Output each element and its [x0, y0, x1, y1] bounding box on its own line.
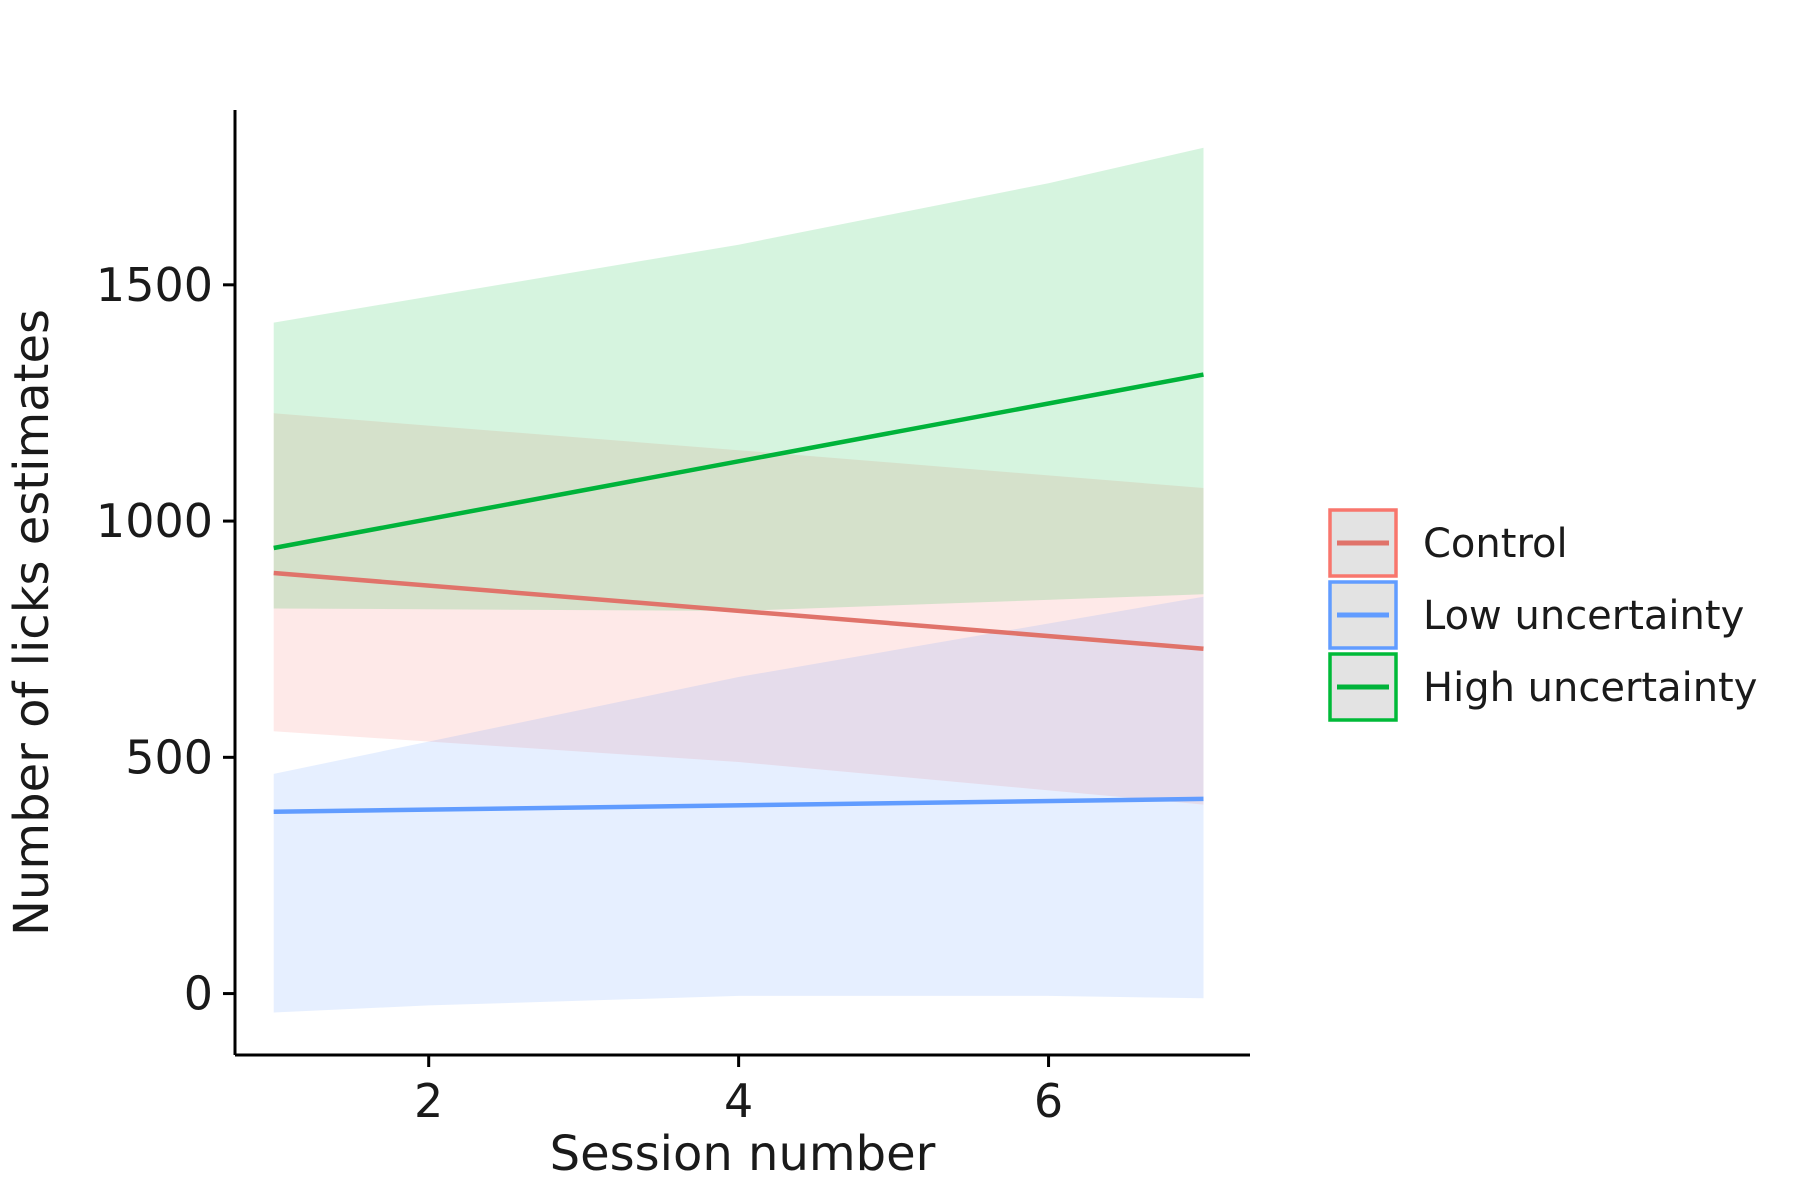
- legend: Control Low uncertainty High uncertainty: [1328, 508, 1757, 722]
- y-tick-label: 500: [125, 730, 213, 784]
- series-lines: [273, 372, 1204, 814]
- x-tick-label: 6: [1034, 1074, 1063, 1128]
- confidence-bands: [273, 147, 1204, 1013]
- series-line-1: [273, 570, 1204, 651]
- x-tick-label: 2: [414, 1074, 443, 1128]
- y-tick-label: 1500: [96, 258, 213, 312]
- legend-label-1: Control: [1423, 521, 1568, 567]
- band-3: [273, 147, 1204, 611]
- axes: 0 500 1000 1500 2 4 6: [96, 110, 1250, 1128]
- legend-label-2: Low uncertainty: [1423, 593, 1744, 639]
- y-axis-title: Number of licks estimates: [4, 309, 60, 936]
- y-tick-label: 0: [184, 967, 213, 1021]
- x-axis-title: Session number: [550, 1126, 936, 1182]
- series-line-3: [273, 372, 1204, 551]
- legend-label-3: High uncertainty: [1423, 665, 1757, 711]
- x-tick-label: 4: [724, 1074, 753, 1128]
- series-line-2: [273, 796, 1204, 814]
- y-tick-label: 1000: [96, 494, 213, 548]
